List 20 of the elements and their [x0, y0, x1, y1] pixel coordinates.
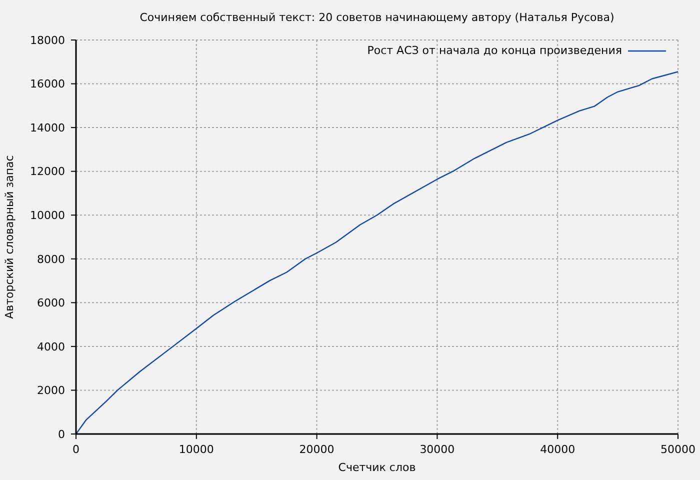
x-tick-label: 30000	[420, 442, 455, 456]
y-tick-label: 0	[58, 428, 65, 441]
y-tick-label: 18000	[30, 34, 65, 47]
y-tick-label: 16000	[30, 78, 65, 91]
legend-label: Рост АСЗ от начала до конца произведения	[367, 44, 622, 57]
chart-title: Сочиняем собственный текст: 20 советов начинающему автору (Наталья Русова)	[138, 11, 616, 24]
x-tick-label: 50000	[660, 442, 696, 456]
x-tick-label: 0	[72, 442, 80, 456]
y-tick-label: 12000	[30, 165, 65, 178]
y-tick-label: 4000	[37, 340, 65, 354]
x-axis-title: Счетчик слов	[337, 461, 417, 474]
x-tick-label: 20000	[299, 442, 334, 456]
y-tick-label: 14000	[30, 121, 65, 134]
y-tick-label: 10000	[30, 209, 65, 222]
y-tick-label: 2000	[37, 384, 65, 398]
y-tick-label: 8000	[37, 252, 65, 266]
y-axis-title: Авторский словарный запас	[3, 154, 17, 321]
x-tick-label: 10000	[178, 442, 214, 456]
x-tick-label: 40000	[540, 442, 576, 456]
y-tick-label: 6000	[37, 296, 65, 310]
